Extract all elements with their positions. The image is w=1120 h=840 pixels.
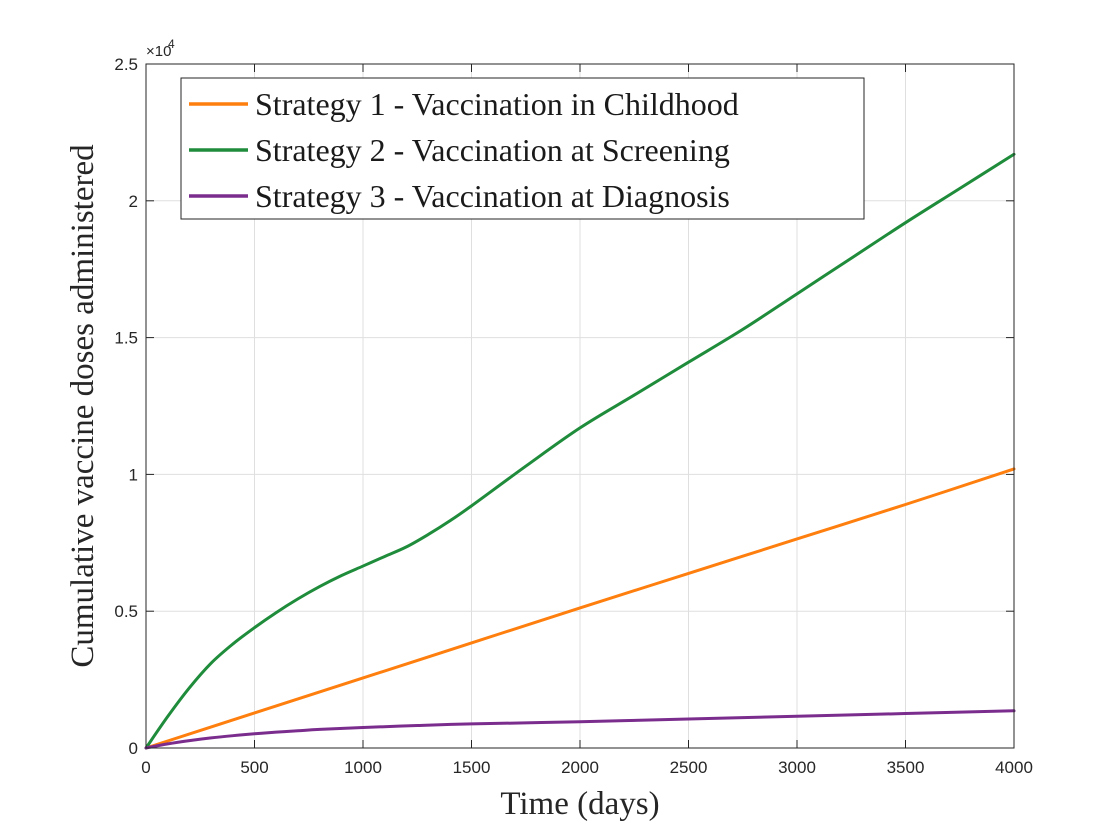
y-tick-label: 1	[129, 465, 138, 484]
y-tick-label: 1.5	[114, 329, 138, 348]
x-tick-label: 1000	[344, 758, 382, 777]
x-tick-label: 1500	[453, 758, 491, 777]
x-axis-title: Time (days)	[500, 786, 659, 822]
y-tick-label: 2.5	[114, 55, 138, 74]
y-tick-label: 2	[129, 192, 138, 211]
y-axis-title: Cumulative vaccine doses administered	[65, 144, 101, 668]
y-multiplier-base: ×10	[146, 43, 171, 60]
x-tick-label: 4000	[995, 758, 1033, 777]
y-multiplier-exponent: 4	[168, 37, 175, 51]
y-tick-label: 0	[129, 739, 138, 758]
legend-label-2: Strategy 2 - Vaccination at Screening	[255, 132, 730, 168]
y-tick-label: 0.5	[114, 602, 138, 621]
legend: Strategy 1 - Vaccination in Childhood Str…	[180, 77, 865, 220]
x-tick-label: 3000	[778, 758, 816, 777]
y-multiplier: ×10 4	[146, 37, 175, 60]
x-tick-label: 3500	[887, 758, 925, 777]
series-line-1	[144, 467, 1016, 750]
series-line-2	[144, 152, 1016, 750]
series-lines	[144, 152, 1016, 750]
legend-label-1: Strategy 1 - Vaccination in Childhood	[255, 86, 739, 122]
x-tick-label: 0	[141, 758, 150, 777]
series-line-3	[144, 709, 1016, 750]
x-tick-label: 2000	[561, 758, 599, 777]
axis-ticks: 0 500 1000 1500 2000 2500 3000 3500 4000 0 0.5 1 1.5…	[114, 55, 1033, 777]
x-tick-label: 2500	[670, 758, 708, 777]
legend-box	[180, 77, 865, 220]
x-tick-label: 500	[240, 758, 268, 777]
legend-label-3: Strategy 3 - Vaccination at Diagnosis	[255, 178, 730, 214]
